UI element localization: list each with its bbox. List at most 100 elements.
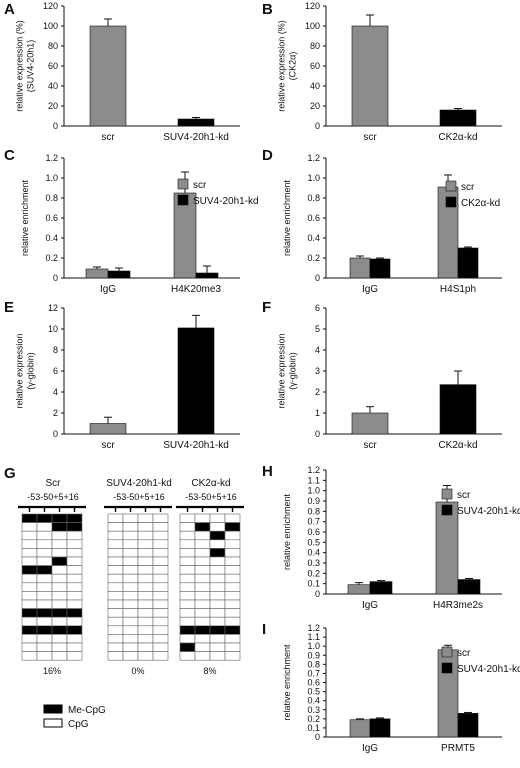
unmethylated-cpg-cell <box>51 591 68 601</box>
unmethylated-cpg-cell <box>122 651 139 661</box>
x-category-label-h: IgG <box>362 600 378 611</box>
y-tick-label-f: 5 <box>315 324 320 334</box>
unmethylated-cpg-cell <box>36 616 53 627</box>
unmethylated-cpg-cell <box>179 599 196 609</box>
y-tick-label-i: 0.6 <box>307 678 320 688</box>
unmethylated-cpg-cell <box>107 608 124 618</box>
unmethylated-cpg-cell <box>179 634 196 644</box>
y-tick-label-i: 0.8 <box>307 659 320 669</box>
unmethylated-cpg-cell <box>122 513 139 523</box>
y-tick-label-c: 0.4 <box>45 233 58 243</box>
unmethylated-cpg-cell <box>209 522 226 532</box>
unmethylated-cpg-cell <box>21 573 38 584</box>
x-category-label-e: SUV4-20h1-kd <box>163 440 229 451</box>
legend-swatch-h-suv4-20h1-kd <box>441 504 453 516</box>
unmethylated-cpg-cell <box>21 642 38 652</box>
unmethylated-cpg-cell <box>66 539 83 549</box>
legend-label-d-ck2-kd: CK2α-kd <box>461 198 500 209</box>
legend-label-me-cpg: Me-CpG <box>68 705 106 716</box>
legend-label-h-scr: scr <box>457 490 471 501</box>
unmethylated-cpg-cell <box>66 591 83 601</box>
methylated-cpg-cell <box>51 556 68 566</box>
y-axis-label-d: relative enrichment <box>282 179 292 256</box>
unmethylated-cpg-cell <box>51 634 68 644</box>
y-tick-label-b: 100 <box>305 21 320 31</box>
y-tick-label-b: 60 <box>310 61 320 71</box>
group-positions-suv4-20h1-kd: -53-50+5+16 <box>113 492 165 502</box>
y-tick-label-c: 0.8 <box>45 193 58 203</box>
unmethylated-cpg-cell <box>51 582 68 592</box>
y-tick-label-b: 20 <box>310 101 320 111</box>
unmethylated-cpg-cell <box>137 599 154 609</box>
unmethylated-cpg-cell <box>137 565 154 575</box>
unmethylated-cpg-cell <box>21 522 38 532</box>
unmethylated-cpg-cell <box>107 642 124 652</box>
y-tick-label-h: 0.7 <box>307 517 320 527</box>
methylated-cpg-cell <box>21 513 38 523</box>
bar-f-scr <box>351 412 389 435</box>
unmethylated-cpg-cell <box>194 651 211 661</box>
y-tick-label-h: 1.1 <box>307 475 320 485</box>
unmethylated-cpg-cell <box>51 530 68 541</box>
unmethylated-cpg-cell <box>194 608 211 618</box>
unmethylated-cpg-cell <box>66 651 83 661</box>
unmethylated-cpg-cell <box>179 616 196 627</box>
y-tick-label-e: 8 <box>53 345 58 355</box>
y-tick-label-a: 0 <box>53 121 58 131</box>
unmethylated-cpg-cell <box>51 642 68 652</box>
methylated-cpg-cell <box>224 625 241 635</box>
y-tick-label-b: 0 <box>315 121 320 131</box>
y-tick-label-h: 0.8 <box>307 506 320 516</box>
unmethylated-cpg-cell <box>209 539 226 549</box>
unmethylated-cpg-cell <box>194 634 211 644</box>
group-percent-ck2-kd: 8% <box>203 666 216 676</box>
y-tick-label-a: 60 <box>48 61 58 71</box>
unmethylated-cpg-cell <box>51 616 68 627</box>
y-tick-label-e: 2 <box>53 408 58 418</box>
y-tick-label-a: 120 <box>43 1 58 11</box>
panel-letter-e: E <box>4 299 14 316</box>
y-tick-label-d: 0.2 <box>307 253 320 263</box>
unmethylated-cpg-cell <box>122 556 139 566</box>
unmethylated-cpg-cell <box>36 651 53 661</box>
y-tick-label-h: 0.9 <box>307 496 320 506</box>
bar-i-prmt5-suv4-20h1-kd <box>457 713 479 738</box>
y-tick-label-d: 1.0 <box>307 173 320 183</box>
y-axis-label-e: relative expression <box>15 333 25 408</box>
unmethylated-cpg-cell <box>152 591 169 601</box>
unmethylated-cpg-cell <box>36 556 53 566</box>
methylated-cpg-cell <box>21 625 38 635</box>
legend-label-c-suv4-20h1-kd: SUV4-20h1-kd <box>193 196 259 207</box>
unmethylated-cpg-cell <box>36 539 53 549</box>
y-tick-label-h: 0.1 <box>307 579 320 589</box>
legend-swatch-h-scr <box>441 488 453 500</box>
panel-letter-g: G <box>4 465 16 482</box>
y-tick-label-i: 0.2 <box>307 714 320 724</box>
unmethylated-cpg-cell <box>137 642 154 652</box>
unmethylated-cpg-cell <box>137 608 154 618</box>
methylated-cpg-cell <box>66 625 83 635</box>
bar-a-suv4-20h1-kd <box>177 118 215 127</box>
unmethylated-cpg-cell <box>152 608 169 618</box>
panel-letter-h: H <box>262 463 273 480</box>
methylated-cpg-cell <box>194 522 211 532</box>
unmethylated-cpg-cell <box>107 548 124 558</box>
y-tick-label-i: 1.2 <box>307 623 320 633</box>
x-category-label-c: H4K20me3 <box>171 284 221 295</box>
unmethylated-cpg-cell <box>224 651 241 661</box>
unmethylated-cpg-cell <box>152 556 169 566</box>
x-category-label-a: scr <box>101 132 115 143</box>
y-tick-label-h: 0.3 <box>307 558 320 568</box>
unmethylated-cpg-cell <box>194 565 211 575</box>
unmethylated-cpg-cell <box>209 599 226 609</box>
unmethylated-cpg-cell <box>137 651 154 661</box>
unmethylated-cpg-cell <box>224 548 241 558</box>
unmethylated-cpg-cell <box>194 591 211 601</box>
unmethylated-cpg-cell <box>194 573 211 584</box>
unmethylated-cpg-cell <box>209 651 226 661</box>
y-tick-label-i: 0.4 <box>307 696 320 706</box>
legend-swatch-me-cpg <box>43 704 63 714</box>
unmethylated-cpg-cell <box>194 642 211 652</box>
unmethylated-cpg-cell <box>137 625 154 635</box>
